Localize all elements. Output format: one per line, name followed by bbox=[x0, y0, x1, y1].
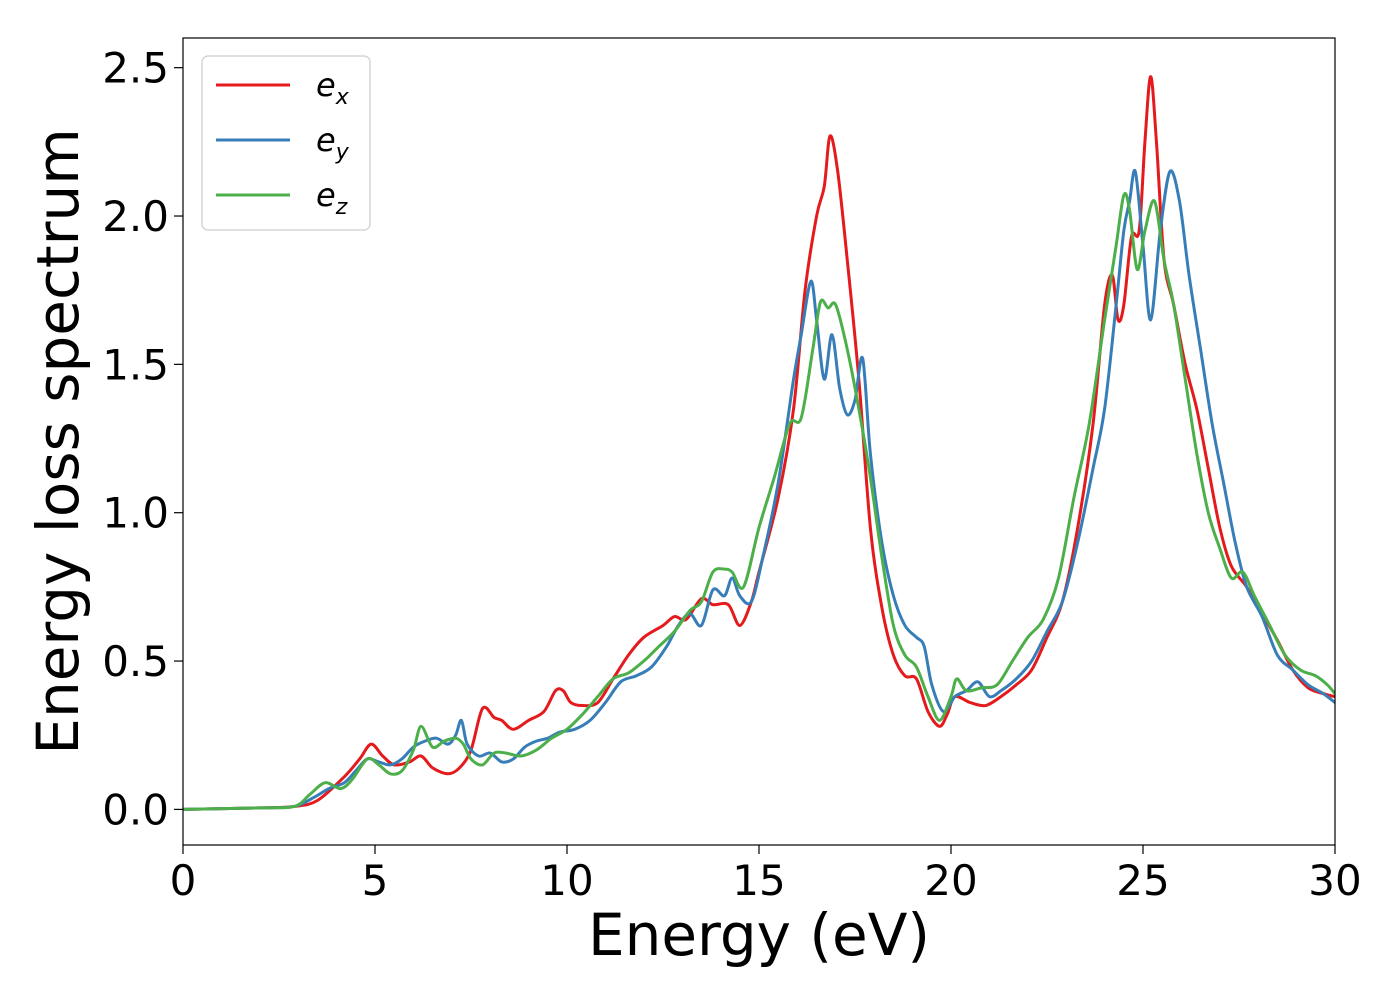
legend-label-base: e bbox=[316, 176, 336, 214]
y-tick-label: 1.0 bbox=[102, 489, 169, 538]
legend-label-subscript: z bbox=[335, 195, 348, 220]
legend-label-y: ey bbox=[316, 121, 350, 165]
legend-label-base: e bbox=[316, 121, 336, 159]
x-axis-title: Energy (eV) bbox=[588, 901, 930, 969]
x-tick-label: 30 bbox=[1308, 856, 1361, 905]
x-tick-label: 25 bbox=[1116, 856, 1169, 905]
legend-frame bbox=[201, 55, 371, 231]
y-tick-label: 0.5 bbox=[102, 637, 169, 686]
y-axis-title: Energy loss spectrum bbox=[24, 128, 92, 754]
x-tick-label: 15 bbox=[732, 856, 785, 905]
legend-label-base: e bbox=[316, 66, 336, 104]
x-tick-label: 0 bbox=[170, 856, 197, 905]
x-tick-label: 5 bbox=[362, 856, 389, 905]
legend-label-subscript: y bbox=[335, 140, 350, 165]
y-axis: 0.0 0.5 1.0 1.5 2.0 2.5 bbox=[102, 44, 183, 834]
y-tick-label: 2.5 bbox=[102, 44, 169, 93]
legend-label-z: ez bbox=[316, 176, 348, 220]
legend-label-subscript: x bbox=[335, 85, 350, 110]
x-axis: 0 5 10 15 20 25 30 bbox=[170, 845, 1362, 905]
legend-label-x: ex bbox=[316, 66, 350, 110]
series-line-x bbox=[183, 75, 1335, 811]
series-layer bbox=[183, 75, 1335, 811]
series-line-y bbox=[183, 168, 1335, 811]
y-tick-label: 2.0 bbox=[102, 192, 169, 241]
x-tick-label: 20 bbox=[924, 856, 977, 905]
x-tick-label: 10 bbox=[540, 856, 593, 905]
y-tick-label: 1.5 bbox=[102, 340, 169, 389]
series-line-z bbox=[183, 191, 1335, 811]
y-tick-label: 0.0 bbox=[102, 785, 169, 834]
